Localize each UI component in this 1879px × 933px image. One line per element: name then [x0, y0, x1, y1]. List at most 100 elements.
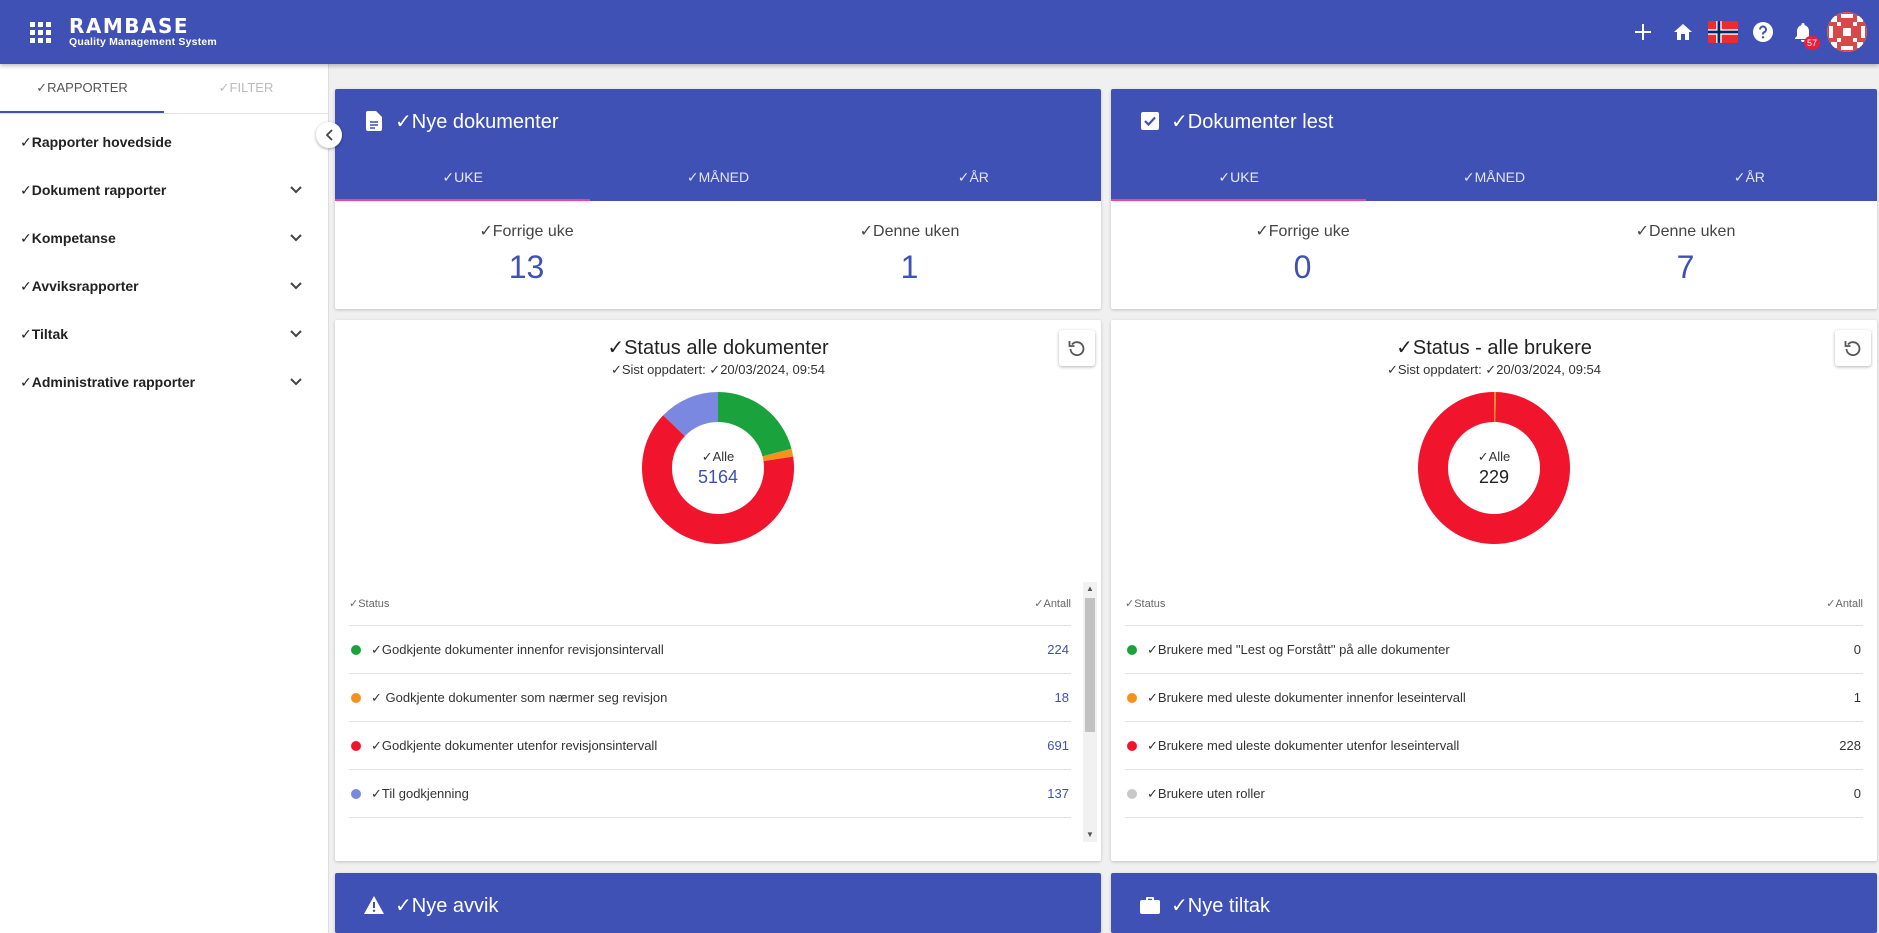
tab-ar[interactable]: ✓ÅR [957, 169, 989, 185]
chevron-down-icon [284, 178, 308, 202]
row-label: ✓Brukere med uleste dokumenter utenfor l… [1147, 737, 1460, 753]
row-label: ✓Brukere uten roller [1147, 785, 1265, 801]
sidebar-item-tiltak[interactable]: ✓Tiltak [0, 310, 328, 358]
chevron-left-icon [325, 129, 333, 141]
status-dot [351, 788, 361, 799]
table-scrollbar[interactable]: ▲ ▼ [1083, 582, 1097, 842]
tab-rapporter[interactable]: ✓RAPPORTER [0, 64, 164, 113]
tab-uke[interactable]: ✓UKE [1111, 153, 1367, 201]
last-updated: ✓Sist oppdatert: ✓20/03/2024, 09:54 [1386, 362, 1602, 377]
donut-segment[interactable] [1418, 392, 1570, 544]
checkbox-checked-icon [1139, 110, 1161, 132]
card-title: ✓Nye avvik [395, 894, 499, 917]
report-menu: ✓Rapporter hovedside ✓Dokument rapporter… [0, 114, 328, 406]
refresh-button[interactable] [1835, 330, 1871, 366]
stat-label: ✓Denne uken [1635, 223, 1736, 240]
home-icon[interactable] [1663, 12, 1703, 52]
logo-brand: RAMBASE [69, 14, 190, 39]
sidebar-item-kompetanse[interactable]: ✓Kompetanse [0, 214, 328, 262]
donut-chart[interactable]: ✓Alle 5164 [640, 390, 796, 546]
status-dot [1127, 644, 1137, 655]
last-updated: ✓Sist oppdatert: ✓20/03/2024, 09:54 [610, 362, 826, 377]
card-nye-tiltak: ✓Nye tiltak [1111, 873, 1877, 933]
sidebar-item-avviksrapporter[interactable]: ✓Avviksrapporter [0, 262, 328, 310]
card-status-dokumenter: ✓Status alle dokumenter ✓Sist oppdatert:… [335, 320, 1101, 861]
table-row[interactable]: ✓Brukere med uleste dokumenter utenfor l… [1125, 722, 1863, 770]
sidebar-item-label: ✓Tiltak [20, 325, 69, 342]
sidebar-item-label: ✓Rapporter hovedside [20, 133, 172, 150]
status-dot [1127, 788, 1137, 799]
stat-forrige-uke: ✓Forrige uke 13 [335, 221, 718, 286]
refresh-icon [1844, 341, 1861, 357]
tab-maned[interactable]: ✓MÅNED [1462, 169, 1526, 185]
period-tabs: ✓UKE ✓MÅNED ✓ÅR [335, 153, 1101, 201]
help-icon[interactable] [1743, 12, 1783, 52]
bell-icon[interactable]: 57 [1783, 12, 1823, 52]
card-nye-avvik: ✓Nye avvik [335, 873, 1101, 933]
scrollbar-thumb[interactable] [1085, 598, 1095, 732]
column-antall: ✓Antall [1034, 598, 1071, 610]
refresh-button[interactable] [1059, 330, 1095, 366]
chart-title: ✓Status alle dokumenter [607, 337, 829, 359]
donut-center-label: ✓Alle [1477, 448, 1511, 464]
table-row[interactable]: ✓Godkjente dokumenter utenfor revisjonsi… [349, 722, 1071, 770]
table-row[interactable]: ✓Til godkjenning 137 [349, 770, 1071, 818]
tab-uke[interactable]: ✓UKE [335, 153, 591, 201]
table-row[interactable]: ✓Brukere med uleste dokumenter innenfor … [1125, 674, 1863, 722]
sidebar-item-dokument-rapporter[interactable]: ✓Dokument rapporter [0, 166, 328, 214]
status-dot [351, 644, 361, 655]
tab-filter[interactable]: ✓FILTER [218, 80, 274, 95]
sidebar-item-administrative-rapporter[interactable]: ✓Administrative rapporter [0, 358, 328, 406]
row-label: ✓Brukere med "Lest og Forstått" på alle … [1147, 641, 1450, 657]
row-label: ✓Til godkjenning [371, 785, 469, 801]
table-row[interactable]: ✓Brukere uten roller 0 [1125, 770, 1863, 818]
period-tabs: ✓UKE ✓MÅNED ✓ÅR [1111, 153, 1877, 201]
table-row[interactable]: ✓ Godkjente dokumenter som nærmer seg re… [349, 674, 1071, 722]
plus-icon[interactable] [1623, 12, 1663, 52]
sidebar-item-rapporter-hovedside[interactable]: ✓Rapporter hovedside [0, 118, 328, 166]
table-row[interactable]: ✓Godkjente dokumenter innenfor revisjons… [349, 626, 1071, 674]
chevron-down-icon [284, 274, 308, 298]
donut-segment[interactable] [642, 415, 794, 544]
donut-segment[interactable] [762, 448, 794, 462]
status-table: ✓Status ✓Antall ✓Godkjente dokumenter in… [349, 582, 1071, 818]
tab-maned[interactable]: ✓MÅNED [686, 169, 750, 185]
stat-denne-uken: ✓Denne uken 7 [1494, 221, 1877, 286]
donut-segment[interactable] [1494, 392, 1497, 423]
stat-value: 1 [900, 249, 919, 285]
sidebar-item-label: ✓Dokument rapporter [20, 181, 167, 198]
status-dot [351, 692, 361, 703]
card-nye-dokumenter: ✓Nye dokumenter ✓UKE ✓MÅNED ✓ÅR ✓Forrige… [335, 89, 1101, 309]
donut-segment[interactable] [718, 392, 792, 457]
sidebar-item-label: ✓Kompetanse [20, 229, 116, 246]
sidebar-item-label: ✓Administrative rapporter [20, 373, 196, 390]
app-logo[interactable]: RAMBASE Quality Management System [69, 16, 217, 48]
chart-title: ✓Status - alle brukere [1396, 337, 1592, 359]
row-count: 18 [1054, 690, 1069, 705]
chevron-down-icon [284, 370, 308, 394]
norway-flag-icon[interactable] [1703, 12, 1743, 52]
tab-ar[interactable]: ✓ÅR [1733, 169, 1765, 185]
collapse-sidebar-button[interactable] [316, 122, 342, 148]
table-row[interactable]: ✓Brukere med "Lest og Forstått" på alle … [1125, 626, 1863, 674]
table-header: ✓Status ✓Antall [349, 582, 1071, 626]
stat-value: 13 [508, 249, 545, 285]
status-table: ✓Status ✓Antall ✓Brukere med "Lest og Fo… [1125, 582, 1863, 818]
scroll-up-arrow-icon[interactable]: ▲ [1086, 584, 1094, 593]
notification-count-badge: 57 [1804, 36, 1820, 50]
scroll-down-arrow-icon[interactable]: ▼ [1086, 830, 1094, 839]
chevron-down-icon [284, 322, 308, 346]
chevron-down-icon [284, 226, 308, 250]
avatar[interactable] [1827, 12, 1867, 52]
row-count: 691 [1047, 738, 1069, 753]
donut-chart[interactable]: ✓Alle 229 [1416, 390, 1572, 546]
donut-segment[interactable] [663, 392, 718, 437]
sidebar: ✓RAPPORTER ✓FILTER ✓Rapporter hovedside … [0, 64, 329, 933]
apps-grid-icon[interactable] [28, 20, 52, 44]
briefcase-icon [1139, 894, 1161, 916]
stat-value: 0 [1293, 249, 1312, 285]
stat-forrige-uke: ✓Forrige uke 0 [1111, 221, 1494, 286]
stat-label: ✓Denne uken [859, 223, 960, 240]
sidebar-item-label: ✓Avviksrapporter [20, 277, 139, 294]
row-label: ✓Brukere med uleste dokumenter innenfor … [1147, 689, 1466, 705]
